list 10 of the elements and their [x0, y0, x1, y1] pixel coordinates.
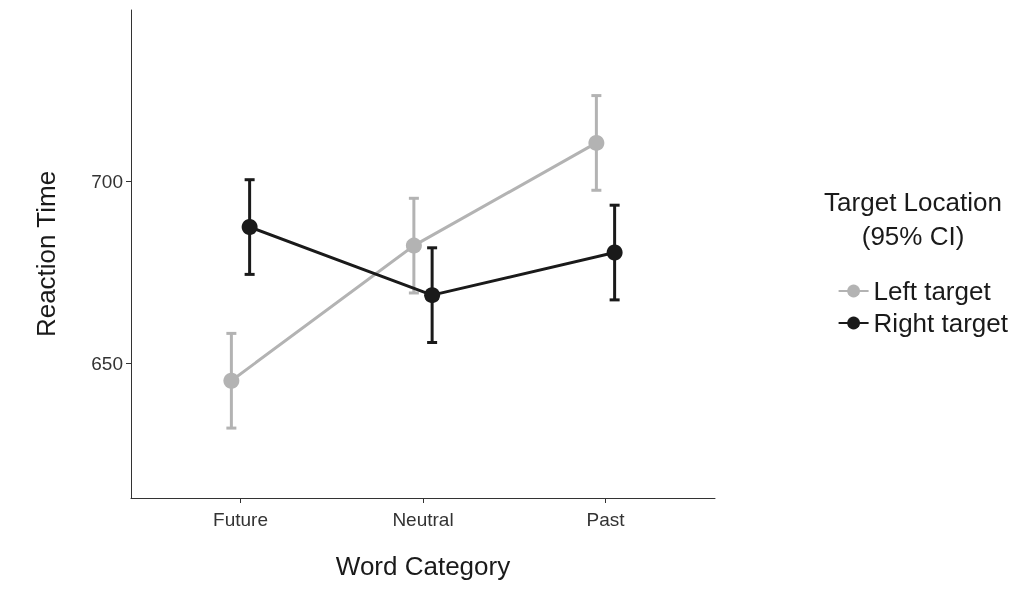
legend-label: Left target: [873, 276, 992, 306]
y-tick-label: 700: [91, 170, 123, 192]
x-tick-label: Past: [586, 509, 626, 530]
y-axis-title: Reaction Time: [31, 170, 61, 338]
legend-title: Target Location (95% CI): [824, 187, 1002, 251]
legend-label: Right target: [873, 308, 1009, 338]
x-tick-label: Future: [213, 509, 268, 530]
x-axis-title: Word Category: [335, 551, 511, 581]
y-tick-label: 650: [91, 352, 123, 374]
x-tick-label: Neutral: [392, 509, 454, 530]
